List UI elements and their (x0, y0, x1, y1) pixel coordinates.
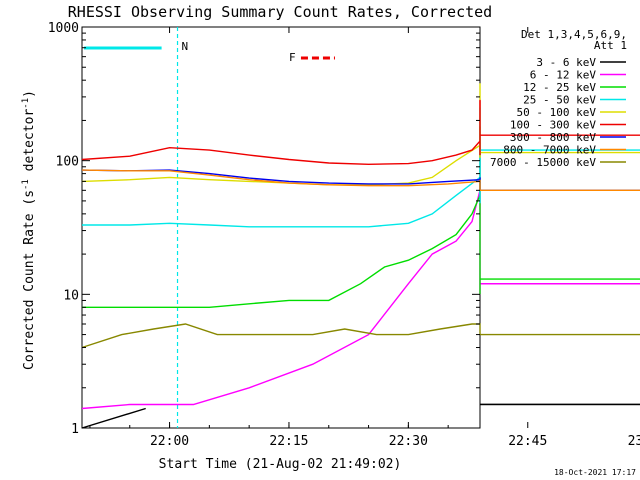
series-5 (81, 99, 640, 166)
y-tick-label-2: 100 (56, 155, 79, 170)
chart-title: RHESSI Observing Summary Count Rates, Co… (68, 3, 492, 21)
attenuator-bands (84, 27, 179, 428)
legend-label-6: 300 - 800 keV (510, 131, 596, 144)
y-axis-label-sup1: -1 (21, 179, 31, 190)
x-tick-label-1: 22:15 (269, 434, 308, 449)
x-tick-label-0: 22:00 (150, 434, 189, 449)
legend-label-4: 50 - 100 keV (517, 106, 597, 119)
legend-label-3: 25 - 50 keV (523, 94, 596, 107)
legend-header-1: Att 1 (594, 39, 627, 52)
y-axis-label-sup2: -1 (21, 98, 31, 109)
legend-header-0: Det 1,3,4,5,6,9, (521, 28, 627, 41)
y-axis-label: Corrected Count Rate (s-1 detector-1) (21, 90, 37, 370)
x-tick-label-2: 22:30 (389, 434, 428, 449)
y-tick-label-0: 1 (71, 422, 79, 437)
legend-label-1: 6 - 12 keV (530, 69, 597, 82)
series-0-segment-0 (81, 407, 146, 429)
y-tick-label-3: 1000 (48, 21, 79, 36)
series-0 (81, 403, 640, 429)
series-7 (81, 169, 640, 192)
y-axis-label-mid: detector (22, 109, 37, 180)
y-tick-label-1: 10 (63, 288, 79, 303)
x-axis-label: Start Time (21-Aug-02 21:49:02) (159, 457, 402, 472)
y-axis-label-text: Corrected Count Rate (s (22, 190, 37, 370)
x-tick-label-3: 22:45 (508, 434, 547, 449)
series-5-segment-0 (81, 99, 481, 166)
y-axis-label-end: ) (22, 90, 37, 98)
legend-label-2: 12 - 25 keV (523, 81, 596, 94)
legend-label-7: 800 - 7000 keV (503, 144, 596, 157)
x-tick-label-4: 23:00 (628, 434, 640, 449)
legend-label-5: 100 - 300 keV (510, 119, 596, 132)
markers: NSF (182, 40, 335, 64)
flare-marker: F (289, 51, 296, 64)
footer-date: 18-Oct-2021 17:17 (554, 468, 636, 477)
series-7-segment-0 (81, 169, 481, 191)
marker-n: N (182, 40, 189, 53)
legend-label-0: 3 - 6 keV (536, 56, 596, 69)
legend-label-8: 7000 - 15000 keV (490, 156, 596, 169)
